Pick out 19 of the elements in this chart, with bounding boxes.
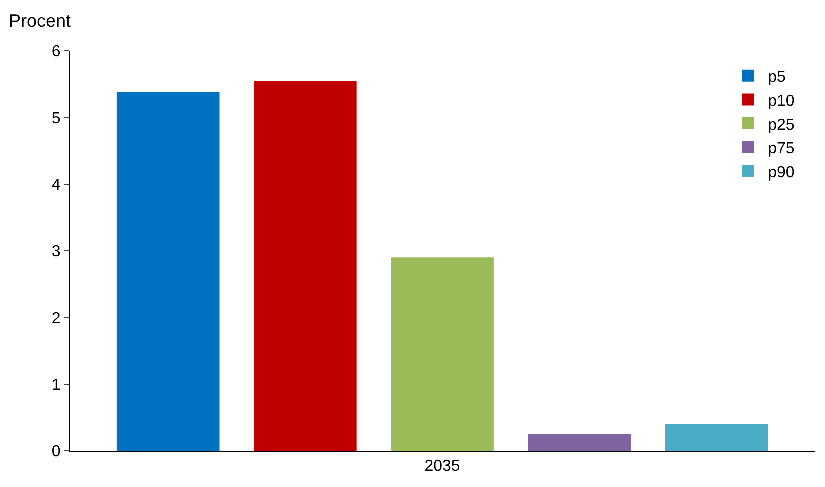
y-tick-label: 5 [52, 110, 61, 128]
y-tick-label: 0 [52, 444, 61, 461]
legend-label: p75 [768, 140, 795, 158]
legend-label: p25 [768, 116, 795, 134]
bar [528, 434, 631, 451]
legend-label: p5 [768, 69, 786, 86]
y-tick-label: 1 [52, 376, 61, 394]
x-tick-label: 2035 [424, 458, 460, 476]
bar [391, 258, 494, 451]
y-axis-title: Procent [9, 11, 72, 31]
y-tick-label: 2 [52, 310, 61, 328]
y-tick-label: 4 [52, 176, 61, 194]
bar [116, 92, 220, 451]
y-tick-label: 3 [52, 244, 61, 261]
y-tick-label: 6 [52, 44, 61, 61]
legend-label: p10 [768, 92, 795, 110]
bar [665, 424, 768, 451]
legend-label: p90 [768, 164, 795, 182]
bar [254, 81, 357, 451]
